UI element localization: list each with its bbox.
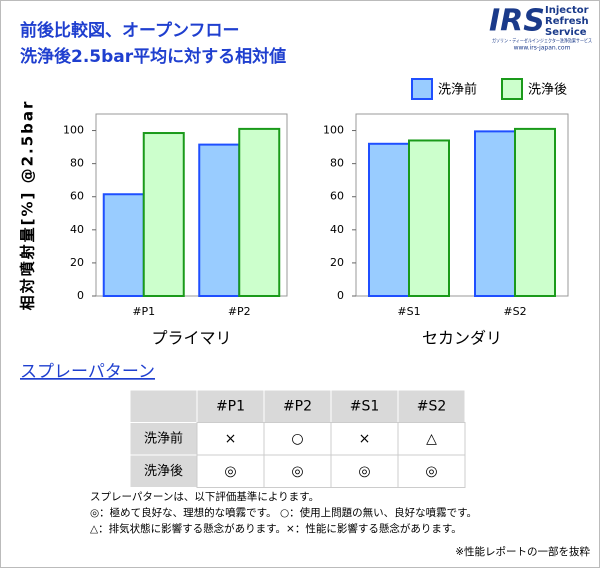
logo-url: www.irs-japan.com xyxy=(514,45,571,52)
table-header: #P1 xyxy=(216,398,245,414)
table-cell xyxy=(330,454,399,488)
table-row-header: 洗浄後 xyxy=(144,464,183,479)
x-tick-label: #S1 xyxy=(397,305,420,318)
table-cell xyxy=(129,389,198,423)
table-cell xyxy=(397,422,466,456)
title-line: 洗浄後2.5bar平均に対する相対値 xyxy=(20,46,286,67)
bar xyxy=(102,193,145,297)
y-axis-label: 相対噴射量[%] @2.5bar xyxy=(19,100,37,311)
y-tick-label: 20 xyxy=(70,256,84,269)
y-tick-label: 80 xyxy=(330,157,344,170)
table-cell xyxy=(196,454,265,488)
table-row-header: 洗浄前 xyxy=(144,430,183,446)
table-cell xyxy=(330,422,399,456)
y-tick-label: 40 xyxy=(330,223,344,236)
note: △：排気状態に影響する懸念があります。×：性能に影響する懸念があります。 xyxy=(90,522,462,535)
footnote: ※性能レポートの一部を抜粋 xyxy=(455,545,590,558)
table-cell xyxy=(263,422,332,456)
table-row-header-cell xyxy=(129,454,198,488)
bar xyxy=(198,143,241,297)
bar xyxy=(368,142,410,297)
note: スプレーパターンは、以下評価基準によります。 xyxy=(90,490,319,503)
bar xyxy=(474,130,516,297)
bar xyxy=(408,139,450,297)
y-tick-label: 20 xyxy=(330,256,344,269)
logo-name: Injector xyxy=(545,5,589,16)
title-line: 前後比較図、オープンフロー xyxy=(20,20,239,41)
x-tick-label: #P1 xyxy=(132,305,155,318)
legend-label: 洗浄前 xyxy=(438,82,477,98)
table-cell-text: × xyxy=(359,431,371,447)
x-axis-label: セカンダリ xyxy=(422,329,502,348)
y-tick-label: 100 xyxy=(323,124,344,137)
y-tick-label: 100 xyxy=(63,124,84,137)
table-header: #P2 xyxy=(283,398,312,414)
x-axis-label: プライマリ xyxy=(151,329,231,348)
logo-tagline: ガソリン・ディーゼルインジェクター洗浄効果サービス xyxy=(492,38,592,45)
table-header: #S2 xyxy=(417,398,447,414)
note: ◎：極めて良好な、理想的な噴霧です。 ○：使用上問題の無い、良好な噴霧です。 xyxy=(90,506,477,519)
bar xyxy=(142,132,185,297)
bar xyxy=(514,127,556,297)
table-cell-text: × xyxy=(225,431,237,447)
logo-mark: IRS xyxy=(489,4,545,39)
table-cell xyxy=(263,454,332,488)
section-heading: スプレーパターン xyxy=(20,362,155,382)
table-header-cell xyxy=(397,389,466,423)
legend-swatch xyxy=(411,78,433,100)
table-cell-text: ◎ xyxy=(358,463,370,479)
logo-name: Service xyxy=(545,27,587,38)
legend-swatch xyxy=(501,78,523,100)
logo-name: Refresh xyxy=(545,16,589,27)
table-cell-text: △ xyxy=(426,431,437,447)
x-tick-label: #S2 xyxy=(503,305,526,318)
y-tick-label: 60 xyxy=(70,190,84,203)
table-cell-text: ◎ xyxy=(425,463,437,479)
y-tick-label: 0 xyxy=(337,289,344,302)
table-cell-text: ◎ xyxy=(224,463,236,479)
table-cell xyxy=(196,422,265,456)
table-cell-text: ◎ xyxy=(291,463,303,479)
table-cell-text: ○ xyxy=(291,431,303,447)
y-tick-label: 80 xyxy=(70,157,84,170)
y-tick-label: 0 xyxy=(77,289,84,302)
table-header-cell xyxy=(196,389,265,423)
table-header: #S1 xyxy=(350,398,380,414)
bar xyxy=(238,127,281,297)
x-tick-label: #P2 xyxy=(228,305,251,318)
table-cell xyxy=(397,454,466,488)
y-tick-label: 60 xyxy=(330,190,344,203)
y-tick-label: 40 xyxy=(70,223,84,236)
legend-label: 洗浄後 xyxy=(528,83,567,98)
